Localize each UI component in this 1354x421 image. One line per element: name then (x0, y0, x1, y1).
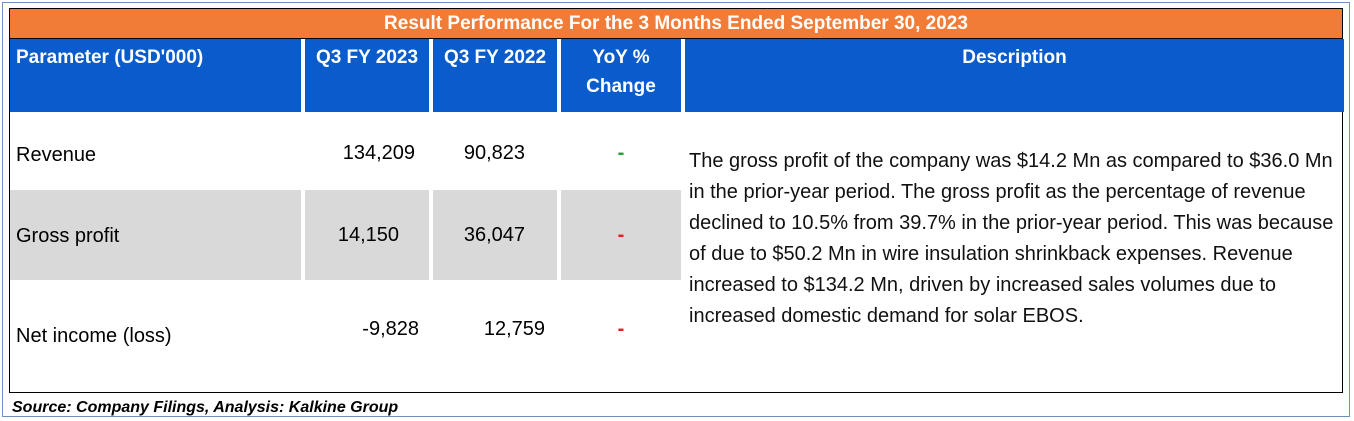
row-gross-profit-q3-2023: 14,150 (305, 190, 429, 280)
description-text: The gross profit of the company was $14.… (689, 150, 1334, 327)
header-q3-2023: Q3 FY 2023 (305, 39, 429, 112)
row-gross-profit-q3-2022: 36,047 (433, 190, 557, 280)
row-net-income-q3-2022: 12,759 (483, 317, 545, 340)
row-net-income-yoy: - (617, 317, 625, 340)
source-note: Source: Company Filings, Analysis: Kalki… (12, 399, 399, 416)
row-revenue-q3-2023: 134,209 (342, 142, 415, 164)
row-net-income-q3-2023: -9,828 (362, 317, 419, 340)
row-gross-profit-label: Gross profit (10, 190, 301, 280)
header-parameter: Parameter (USD'000) (10, 39, 301, 112)
row-gross-profit-yoy: - (561, 190, 681, 280)
row-net-income-label: Net income (loss) (16, 325, 172, 347)
header-q3-2022: Q3 FY 2022 (433, 39, 557, 112)
results-table: Result Performance For the 3 Months Ende… (9, 8, 1344, 393)
row-revenue-q3-2022: 90,823 (463, 142, 525, 164)
row-revenue-yoy: - (617, 142, 625, 164)
header-description: Description (685, 39, 1344, 112)
header-yoy-change: YoY % Change (561, 39, 681, 112)
row-revenue-label: Revenue (16, 144, 97, 166)
table-title: Result Performance For the 3 Months Ende… (10, 9, 1342, 39)
